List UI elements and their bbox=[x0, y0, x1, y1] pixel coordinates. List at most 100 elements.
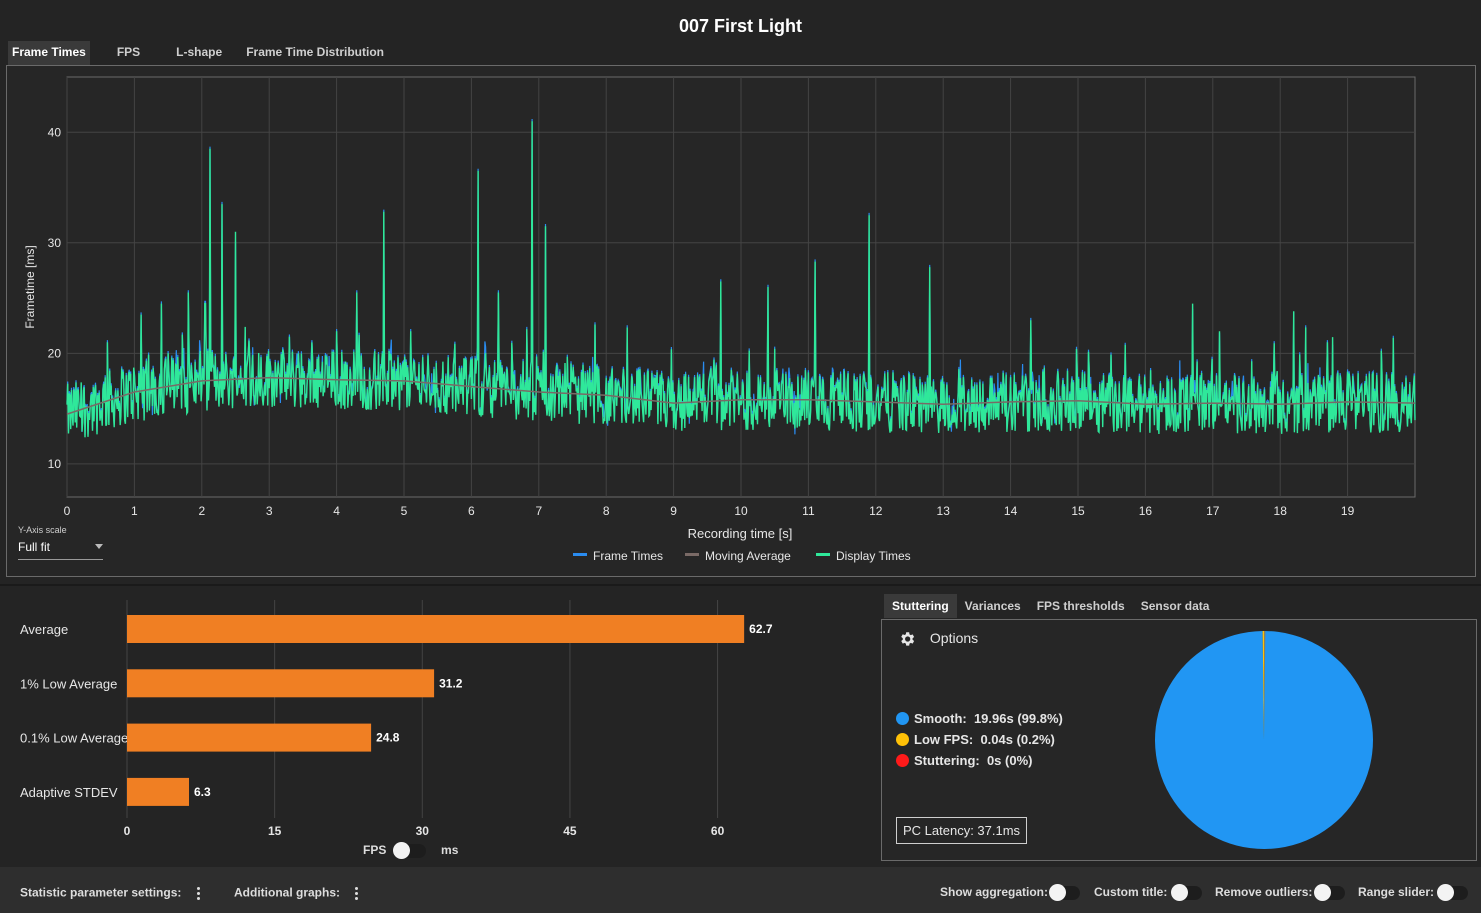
y-tick-label: 20 bbox=[48, 346, 62, 360]
bottom-settings-bar: Statistic parameter settings: Additional… bbox=[0, 867, 1481, 913]
bar-x-tick-label: 60 bbox=[711, 824, 725, 838]
chart-legend: Frame Times Moving Average Display Times bbox=[573, 549, 911, 563]
low-fps-dot-icon bbox=[896, 733, 909, 746]
legend-moving-average[interactable]: Moving Average bbox=[705, 549, 791, 563]
tab-sensor-data[interactable]: Sensor data bbox=[1140, 599, 1210, 613]
chart-tabs: Frame Times FPS L-shape Frame Time Distr… bbox=[8, 41, 405, 65]
stutter-pie-chart bbox=[1155, 631, 1373, 849]
page-title: 007 First Light bbox=[678, 16, 803, 36]
tab-frame-time-distribution[interactable]: Frame Time Distribution bbox=[246, 45, 384, 59]
x-tick-label: 13 bbox=[937, 504, 951, 518]
options-label: Options bbox=[929, 630, 979, 646]
toggle-right-label: ms bbox=[441, 843, 459, 857]
stutter-item-smooth: Smooth: 19.96s (99.8%) bbox=[896, 711, 1063, 726]
x-tick-label: 11 bbox=[802, 504, 815, 518]
bar-value-label: 6.3 bbox=[194, 785, 211, 799]
legend-display-times[interactable]: Display Times bbox=[836, 549, 911, 563]
x-tick-label: 12 bbox=[869, 504, 883, 518]
tab-variances[interactable]: Variances bbox=[964, 599, 1021, 613]
x-tick-label: 4 bbox=[333, 504, 340, 518]
stutter-item-low-fps: Low FPS: 0.04s (0.2%) bbox=[896, 732, 1055, 747]
statistics-bar-chart: Average 62.7 1% Low Average 31.2 0.1% Low Av… bbox=[20, 600, 773, 838]
stat-settings-label: Statistic parameter settings: bbox=[20, 885, 182, 900]
tab-fps-thresholds[interactable]: FPS thresholds bbox=[1036, 599, 1125, 613]
y-axis-label: Frametime [ms] bbox=[23, 245, 37, 328]
stutter-tabs: Stuttering Variances FPS thresholds Sens… bbox=[884, 594, 1217, 618]
bar bbox=[127, 723, 372, 752]
remove-outliers-label: Remove outliers: bbox=[1215, 885, 1313, 899]
x-tick-label: 18 bbox=[1274, 504, 1288, 518]
stuttering-value: 0s (0%) bbox=[986, 753, 1033, 768]
stuttering-dot-icon bbox=[896, 754, 909, 767]
x-tick-label: 17 bbox=[1206, 504, 1220, 518]
stutter-item-stuttering: Stuttering: 0s (0%) bbox=[896, 753, 1032, 768]
range-slider-label: Range slider: bbox=[1358, 885, 1435, 899]
bar-value-label: 62.7 bbox=[749, 622, 773, 636]
x-axis-ticks: 0 1 2 3 4 5 6 7 8 9 10 11 12 13 14 15 16 17 18 19 bbox=[64, 504, 1355, 518]
custom-title-toggle[interactable] bbox=[1171, 884, 1202, 901]
bar-category-label: Average bbox=[20, 622, 68, 637]
frametime-chart: 0 1 2 3 4 5 6 7 8 9 10 11 12 13 14 15 16 17 18 19 10203040 … bbox=[23, 76, 1416, 563]
smooth-label: Smooth: bbox=[914, 711, 967, 726]
x-tick-label: 19 bbox=[1341, 504, 1355, 518]
custom-title-label: Custom title: bbox=[1094, 885, 1168, 899]
stuttering-label: Stuttering: bbox=[914, 753, 980, 768]
tab-stuttering[interactable]: Stuttering bbox=[884, 594, 957, 618]
y-axis-scale-select[interactable]: Full fit bbox=[18, 540, 103, 560]
bar-value-label: 24.8 bbox=[376, 731, 400, 745]
x-tick-label: 7 bbox=[535, 504, 542, 518]
fps-ms-toggle-group: FPS ms bbox=[363, 841, 459, 859]
y-axis-scale-label: Y-Axis scale bbox=[18, 525, 67, 535]
low-fps-label: Low FPS: bbox=[914, 732, 974, 747]
moving-average-series bbox=[66, 376, 1416, 415]
legend-swatch-moving-average bbox=[685, 553, 699, 556]
range-slider-toggle[interactable] bbox=[1437, 884, 1468, 901]
bar bbox=[127, 777, 190, 806]
additional-graphs-label: Additional graphs: bbox=[234, 885, 340, 900]
low-fps-value: 0.04s (0.2%) bbox=[980, 732, 1055, 747]
show-aggregation-label: Show aggregation: bbox=[940, 885, 1048, 899]
x-tick-label: 10 bbox=[734, 504, 748, 518]
x-tick-label: 16 bbox=[1139, 504, 1153, 518]
tab-fps[interactable]: FPS bbox=[116, 45, 141, 59]
bar-category-label: Adaptive STDEV bbox=[20, 785, 118, 800]
bar-x-ticks: 0 15 30 45 60 bbox=[124, 824, 725, 838]
more-vertical-icon[interactable] bbox=[355, 885, 359, 902]
bar bbox=[127, 669, 435, 698]
fps-ms-toggle[interactable] bbox=[392, 841, 426, 859]
smooth-value: 19.96s (99.8%) bbox=[973, 711, 1063, 726]
additional-graphs[interactable]: Additional graphs: bbox=[234, 885, 359, 902]
bar-x-tick-label: 30 bbox=[416, 824, 430, 838]
pie-slice-low-fps bbox=[1264, 631, 1266, 740]
more-vertical-icon[interactable] bbox=[196, 885, 201, 902]
show-aggregation-toggle[interactable] bbox=[1049, 884, 1080, 901]
x-tick-label: 5 bbox=[401, 504, 408, 518]
x-tick-label: 8 bbox=[603, 504, 610, 518]
gear-icon bbox=[901, 632, 915, 646]
options-button[interactable]: Options bbox=[898, 630, 978, 648]
chart-grid bbox=[66, 77, 1415, 497]
bar-x-tick-label: 15 bbox=[268, 824, 282, 838]
bar-items: Average 62.7 1% Low Average 31.2 0.1% Low Av… bbox=[20, 615, 773, 806]
y-axis-scale-value: Full fit bbox=[18, 540, 51, 554]
bar bbox=[127, 615, 745, 643]
chevron-down-icon bbox=[95, 544, 103, 549]
x-tick-label: 15 bbox=[1071, 504, 1085, 518]
x-tick-label: 3 bbox=[266, 504, 273, 518]
bar-x-tick-label: 0 bbox=[124, 824, 131, 838]
pie-slice bbox=[1262, 631, 1264, 740]
bar-value-label: 31.2 bbox=[439, 676, 463, 690]
x-tick-label: 9 bbox=[670, 504, 677, 518]
remove-outliers-toggle[interactable] bbox=[1314, 884, 1345, 901]
legend-swatch-frame-times bbox=[573, 553, 587, 556]
smooth-dot-icon bbox=[896, 712, 909, 725]
tab-frame-times[interactable]: Frame Times bbox=[8, 41, 90, 65]
legend-frame-times[interactable]: Frame Times bbox=[593, 549, 663, 563]
y-axis-scale-control: Y-Axis scale Full fit bbox=[18, 525, 103, 560]
tab-l-shape[interactable]: L-shape bbox=[176, 45, 223, 59]
y-axis-ticks: 10 20 30 40 bbox=[48, 125, 62, 471]
bar-category-label: 1% Low Average bbox=[20, 676, 117, 691]
bar-category-label: 0.1% Low Average bbox=[20, 731, 128, 746]
statistic-parameter-settings[interactable]: Statistic parameter settings: bbox=[20, 885, 201, 902]
y-tick-label: 10 bbox=[48, 457, 62, 471]
